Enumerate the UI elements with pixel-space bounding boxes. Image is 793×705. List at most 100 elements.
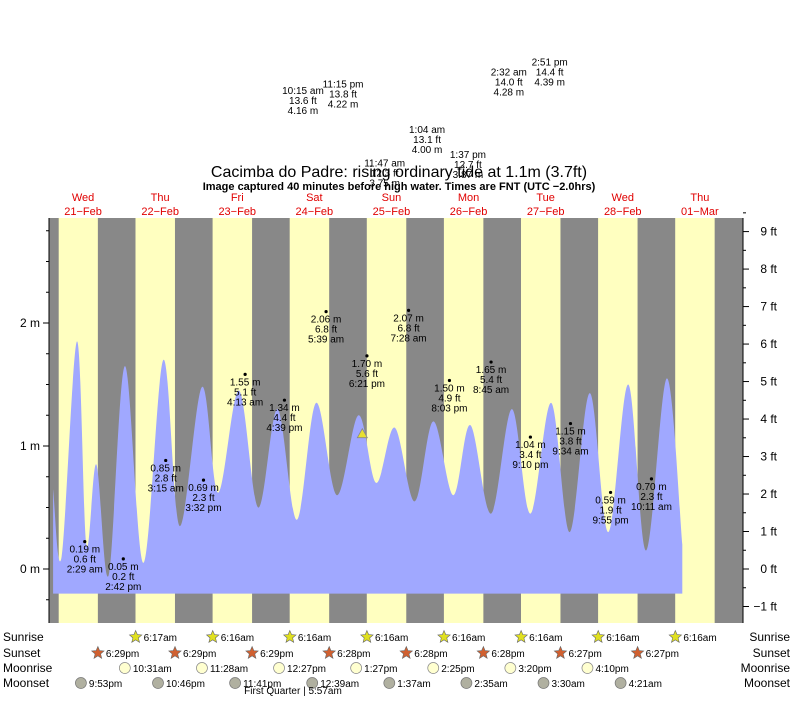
sunset-star-icon: [322, 645, 337, 659]
offchart-label-time: 10:15 am: [282, 86, 324, 97]
sunrise-star-icon: [668, 629, 683, 643]
sunset-star-icon: [399, 645, 414, 659]
sunset-time: 6:29pm: [106, 649, 139, 660]
extreme-label-m: 1.15 m: [555, 427, 586, 438]
extreme-label-ft: 3.4 ft: [519, 450, 541, 461]
extreme-dot: [243, 372, 247, 376]
offchart-label-m: 3.87 m: [453, 170, 484, 181]
moonset-time: 9:53pm: [89, 679, 122, 690]
extreme-label-time: 3:15 am: [148, 483, 184, 494]
left-tick-label: 2 m: [20, 316, 40, 330]
day-header-date: 01−Mar: [681, 206, 719, 218]
offchart-label-ft: 13.8 ft: [329, 90, 357, 101]
offchart-label-ft: 14.0 ft: [495, 77, 523, 88]
extreme-label-ft: 3.8 ft: [559, 437, 581, 448]
day-header-dow: Sun: [382, 192, 402, 204]
sunrise-time: 6:16am: [529, 633, 562, 644]
sunset-time: 6:28pm: [491, 649, 524, 660]
extreme-label-time: 8:03 pm: [431, 404, 467, 415]
day-header-dow: Wed: [612, 192, 634, 204]
right-tick-label: −1 ft: [753, 599, 777, 613]
extreme-label-time: 4:13 am: [227, 397, 263, 408]
extreme-label-m: 0.05 m: [108, 562, 139, 573]
right-tick-label: 0 ft: [760, 562, 777, 576]
extreme-label-ft: 5.6 ft: [356, 369, 378, 380]
moonrise-time: 2:25pm: [441, 664, 474, 675]
right-tick-label: 8 ft: [760, 262, 777, 276]
extreme-dot: [365, 354, 369, 358]
extreme-label-time: 2:29 am: [67, 565, 103, 576]
almanac-row-label: Sunset: [3, 646, 41, 660]
day-header-date: 26−Feb: [450, 206, 488, 218]
almanac-row-label-right: Moonset: [744, 676, 791, 690]
offchart-label-ft: 12.3 ft: [371, 168, 399, 179]
extreme-label-time: 10:11 am: [631, 502, 672, 513]
offchart-label-m: 3.75 m: [369, 178, 400, 189]
sunrise-star-icon: [591, 629, 606, 643]
extreme-label-ft: 0.2 ft: [112, 572, 134, 583]
sunrise-star-icon: [437, 629, 451, 643]
extreme-label-m: 2.06 m: [311, 315, 342, 326]
extreme-dot: [489, 360, 493, 364]
right-tick-label: 1 ft: [760, 525, 777, 539]
extreme-label-m: 1.55 m: [230, 377, 261, 388]
day-header-dow: Fri: [231, 192, 244, 204]
sunrise-star-icon: [205, 629, 220, 643]
right-tick-label: 9 ft: [760, 225, 777, 239]
sunrise-time: 6:16am: [606, 633, 639, 644]
night-band: [49, 218, 59, 623]
moonset-time: 2:35am: [474, 679, 507, 690]
night-band: [714, 218, 743, 623]
current-tide-marker: [356, 427, 368, 439]
almanac-row-label: Moonset: [3, 676, 50, 690]
extreme-label-time: 7:28 am: [391, 333, 427, 344]
offchart-label-ft: 13.1 ft: [413, 135, 441, 146]
sunset-star-icon: [90, 645, 105, 659]
extreme-label-time: 9:34 am: [552, 447, 588, 458]
day-header-dow: Tue: [536, 192, 555, 204]
day-header-date: 28−Feb: [604, 206, 642, 218]
extreme-label-m: 1.70 m: [352, 359, 383, 370]
extreme-label-m: 0.59 m: [595, 495, 626, 506]
day-header-dow: Thu: [151, 192, 170, 204]
almanac-row-label: Sunrise: [3, 630, 44, 644]
right-tick-label: 4 ft: [760, 412, 777, 426]
moonset-moon-icon: [383, 677, 396, 689]
extreme-dot: [201, 478, 206, 482]
sunset-star-icon: [168, 645, 182, 659]
offchart-label-m: 4.28 m: [494, 87, 525, 98]
extreme-label-m: 1.04 m: [515, 440, 546, 451]
sunset-time: 6:27pm: [568, 649, 601, 660]
moonset-moon-icon: [537, 677, 550, 689]
left-tick-label: 1 m: [20, 439, 40, 453]
day-header-dow: Wed: [72, 192, 94, 204]
sunrise-star-icon: [514, 629, 529, 643]
extreme-label-ft: 5.1 ft: [234, 387, 256, 398]
day-header-date: 27−Feb: [527, 206, 565, 218]
moonset-time: 3:30am: [552, 679, 585, 690]
moonrise-moon-icon: [427, 662, 440, 674]
moonset-moon-icon: [75, 677, 87, 689]
offchart-label-time: 1:04 am: [409, 125, 445, 136]
day-header-dow: Mon: [458, 192, 479, 204]
right-tick-label: 3 ft: [760, 450, 777, 464]
sunrise-time: 6:16am: [221, 633, 254, 644]
offchart-label-ft: 14.4 ft: [536, 68, 564, 79]
extreme-label-ft: 2.8 ft: [155, 473, 177, 484]
sunset-time: 6:28pm: [414, 649, 447, 660]
moonset-moon-icon: [306, 677, 319, 689]
day-header-date: 23−Feb: [218, 206, 256, 218]
sunset-time: 6:28pm: [337, 649, 370, 660]
right-tick-label: 7 ft: [760, 300, 777, 314]
chart-title: Cacimba do Padre: rising ordinary tide a…: [211, 164, 587, 181]
left-tick-label: 0 m: [20, 562, 40, 576]
offchart-label-m: 4.39 m: [534, 78, 565, 89]
extreme-label-m: 1.34 m: [269, 403, 300, 414]
sunset-star-icon: [476, 645, 491, 659]
sunset-time: 6:29pm: [183, 649, 216, 660]
sunset-star-icon: [630, 645, 645, 659]
right-tick-label: 5 ft: [760, 375, 777, 389]
extreme-dot: [528, 435, 532, 439]
